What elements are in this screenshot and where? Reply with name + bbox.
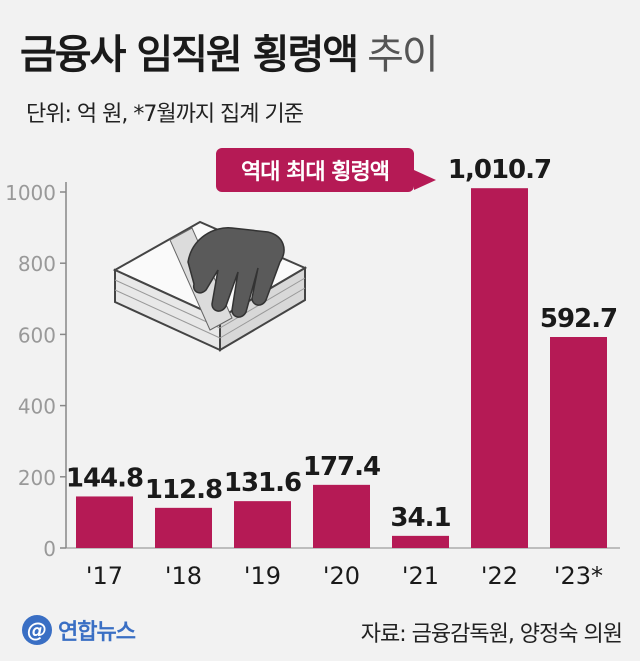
bar	[313, 484, 370, 548]
bar	[471, 188, 528, 548]
x-tick-label: '19	[244, 562, 281, 590]
x-tick-label: '18	[165, 562, 202, 590]
bar	[550, 336, 607, 548]
chart-title: 금융사 임직원 횡령액	[20, 32, 359, 78]
bar-value-label: 112.8	[145, 475, 222, 505]
bar	[392, 535, 449, 548]
y-tick-label: 600	[18, 323, 56, 347]
y-tick-label: 1000	[5, 181, 56, 205]
yonhap-logo-icon: @	[22, 615, 52, 645]
unit-note: 단위: 억 원, *7월까지 집계 기준	[26, 102, 304, 127]
y-tick-label: 0	[43, 537, 56, 561]
bar-value-label: 592.7	[540, 304, 617, 334]
y-tick-label: 200	[18, 466, 56, 490]
chart-title-suffix: 추이	[367, 32, 439, 78]
bar-value-label: 144.8	[66, 463, 143, 493]
bar-value-label: 34.1	[390, 503, 450, 533]
bar-value-label: 1,010.7	[448, 155, 551, 185]
bar	[155, 507, 212, 548]
y-tick-label: 800	[18, 252, 56, 276]
chart-title-wrap: 금융사 임직원 횡령액 추이	[20, 22, 439, 80]
bar-value-label: 131.6	[224, 468, 301, 498]
x-tick-label: '17	[86, 562, 123, 590]
record-callout: 역대 최대 횡령액	[216, 148, 414, 192]
y-tick-label: 400	[18, 395, 56, 419]
money-stack-illustration	[112, 220, 308, 352]
x-tick-label: '21	[402, 562, 439, 590]
bar-value-label: 177.4	[303, 452, 380, 482]
yonhap-logo-text: 연합뉴스	[58, 620, 136, 645]
x-tick-label: '22	[481, 562, 518, 590]
callout-arrow	[414, 170, 436, 190]
bar	[234, 501, 291, 548]
x-tick-label: '23*	[554, 562, 603, 590]
bar	[76, 496, 133, 548]
x-tick-label: '20	[323, 562, 360, 590]
source-note: 자료: 금융감독원, 양정숙 의원	[360, 622, 623, 647]
yonhap-logo: @ 연합뉴스	[22, 614, 136, 646]
